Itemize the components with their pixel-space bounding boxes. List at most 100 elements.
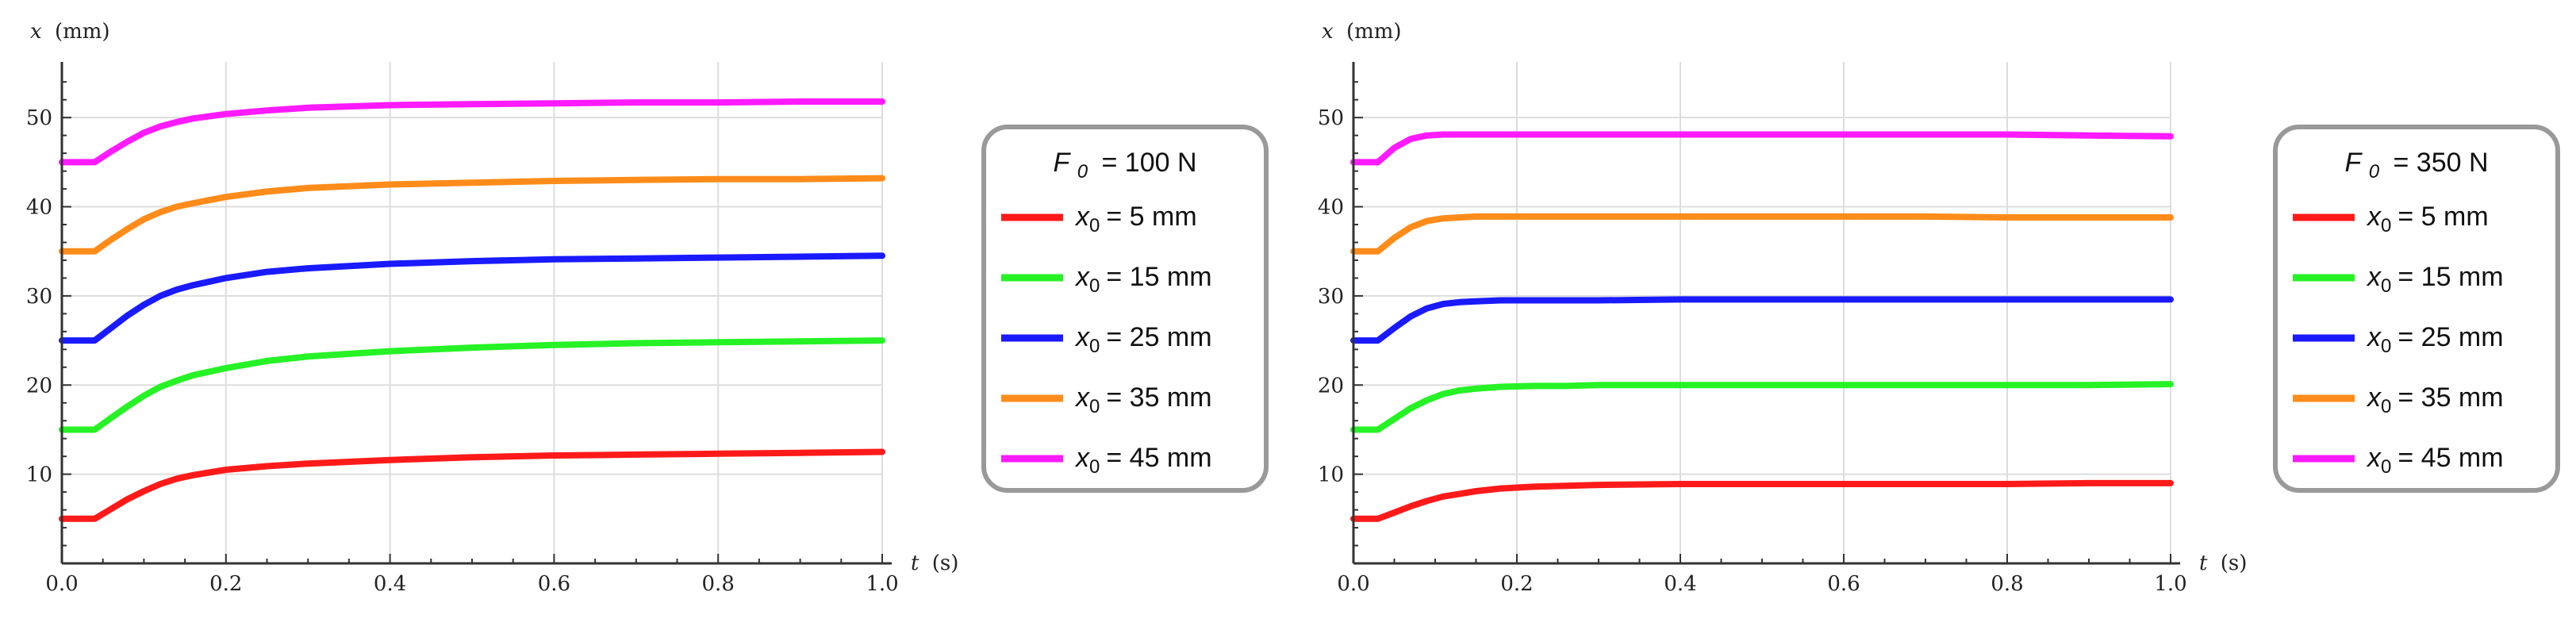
- y-axis-label: x (mm): [30, 20, 110, 44]
- legend-box: [2273, 125, 2560, 493]
- legend-box: [981, 125, 1269, 493]
- legend-label: x0 = 15 mm: [2366, 262, 2504, 297]
- legend-label-symbol: x: [1074, 202, 1090, 232]
- x-axis-label: t (s): [2199, 551, 2247, 575]
- legend-label-value: = 5 mm: [1106, 202, 1196, 232]
- x-tick-label: 0.8: [1991, 572, 2023, 596]
- legend-title-symbol: F: [1053, 148, 1071, 178]
- legend-label: x0 = 15 mm: [1074, 262, 1212, 297]
- legend-label-symbol: x: [2366, 382, 2382, 413]
- legend-label-subscript: 0: [2381, 275, 2391, 297]
- legend-label-subscript: 0: [2381, 336, 2391, 357]
- legend-label-value: = 5 mm: [2397, 202, 2488, 232]
- legend-title: F 0 = 100 N: [1053, 148, 1196, 184]
- legend-title-subscript: 0: [2369, 161, 2380, 183]
- y-tick-label: 10: [1318, 463, 1344, 487]
- legend-label-symbol: x: [2366, 443, 2382, 473]
- axes: 10 20 30 40 50 0.0 0.2 0.4 0.6 0.8 1.0: [26, 62, 899, 596]
- legend-label: x0 = 35 mm: [2366, 382, 2504, 417]
- x-tick-label: 0.2: [209, 572, 242, 596]
- legend-entry: x0 = 35 mm: [2293, 382, 2504, 417]
- x-axis-symbol: t: [2199, 551, 2208, 575]
- axes: 10 20 30 40 50 0.0 0.2 0.4 0.6 0.8 1.0: [1318, 62, 2187, 596]
- x-tick-label: 0.2: [1500, 572, 1533, 596]
- x-tick-label: 0.0: [1337, 572, 1369, 596]
- y-axis-unit: (mm): [1346, 20, 1402, 44]
- x-tick-label: 0.6: [1827, 572, 1860, 596]
- legend-label-subscript: 0: [1089, 456, 1100, 478]
- chart-panel-f0-350: 10 20 30 40 50 0.0 0.2 0.4 0.6 0.8 1.0 x (mm) t (s…: [1318, 20, 2560, 596]
- series-line-2: [59, 252, 885, 344]
- legend-entry: x0 = 45 mm: [1001, 443, 1212, 478]
- x-axis-unit: (s): [932, 551, 959, 575]
- x-tick-label: 0.8: [702, 572, 735, 596]
- y-tick-label: 30: [1318, 285, 1344, 309]
- y-tick-label: 50: [26, 106, 52, 130]
- y-axis-symbol: x: [1322, 20, 1334, 44]
- legend-label-subscript: 0: [1089, 275, 1100, 297]
- series-line-1: [59, 337, 885, 433]
- series-group: [59, 98, 885, 522]
- legend-label-symbol: x: [2366, 202, 2382, 232]
- legend-label: x0 = 25 mm: [1074, 322, 1212, 357]
- legend-label-symbol: x: [1074, 382, 1090, 413]
- x-tick-label: 0.6: [538, 572, 570, 596]
- legend-label-value: = 45 mm: [1106, 443, 1211, 473]
- legend-label-subscript: 0: [1089, 215, 1100, 236]
- legend-entry: x0 = 15 mm: [2293, 262, 2504, 297]
- legend-entry: x0 = 35 mm: [1001, 382, 1212, 417]
- legend-label-value: = 45 mm: [2397, 443, 2503, 473]
- legend-entry: x0 = 5 mm: [2293, 202, 2489, 236]
- legend-title: F 0 = 350 N: [2344, 148, 2488, 184]
- legend-label-subscript: 0: [1089, 336, 1100, 357]
- y-axis-symbol: x: [30, 20, 42, 44]
- legend-label-symbol: x: [1074, 262, 1090, 292]
- series-line-0: [59, 448, 885, 522]
- legend-label-value: = 25 mm: [2397, 322, 2503, 352]
- y-tick-label: 30: [26, 285, 52, 309]
- legend-title-subscript: 0: [1077, 161, 1088, 183]
- series-line-3: [1350, 213, 2174, 255]
- legend-entry: x0 = 25 mm: [2293, 322, 2504, 357]
- legend-label-subscript: 0: [1089, 396, 1100, 417]
- x-axis-unit: (s): [2221, 551, 2248, 575]
- legend-label-subscript: 0: [2381, 215, 2391, 236]
- legend-label: x0 = 35 mm: [1074, 382, 1212, 417]
- x-tick-label: 0.4: [374, 572, 406, 596]
- series-line-4: [1350, 131, 2174, 166]
- legend-label: x0 = 5 mm: [2366, 202, 2489, 236]
- x-tick-label: 0.4: [1664, 572, 1696, 596]
- y-tick-label: 50: [1318, 106, 1344, 130]
- legend-label: x0 = 25 mm: [2366, 322, 2504, 357]
- x-axis-label: t (s): [911, 551, 958, 575]
- y-axis-unit: (mm): [55, 20, 110, 44]
- legend-entry: x0 = 45 mm: [2293, 443, 2504, 478]
- legend-label: x0 = 45 mm: [1074, 443, 1212, 478]
- x-tick-label: 0.0: [45, 572, 78, 596]
- series-line-1: [1350, 381, 2174, 433]
- legend-title-value: = 350 N: [2394, 148, 2489, 178]
- legend-entry: x0 = 5 mm: [1001, 202, 1197, 236]
- legend-entry: x0 = 25 mm: [1001, 322, 1212, 357]
- series-group: [1350, 131, 2174, 522]
- y-axis-label: x (mm): [1322, 20, 1402, 44]
- legend-entry: x0 = 15 mm: [1001, 262, 1212, 297]
- legend-title-value: = 100 N: [1102, 148, 1197, 178]
- y-tick-label: 20: [1318, 374, 1344, 398]
- legend-label: x0 = 45 mm: [2366, 443, 2504, 478]
- y-tick-label: 40: [26, 196, 52, 220]
- series-line-4: [59, 98, 885, 166]
- x-axis-symbol: t: [911, 551, 919, 575]
- series-line-2: [1350, 296, 2174, 344]
- legend-label-value: = 15 mm: [1106, 262, 1211, 292]
- chart-panel-f0-100: 10 20 30 40 50 0.0 0.2 0.4 0.6 0.8 1.0 x (mm) t (s…: [26, 20, 1269, 596]
- legend-label-subscript: 0: [2381, 456, 2391, 478]
- legend-label-symbol: x: [2366, 322, 2382, 352]
- y-tick-label: 20: [26, 374, 52, 398]
- legend-label-value: = 25 mm: [1106, 322, 1211, 352]
- y-tick-label: 40: [1318, 196, 1344, 220]
